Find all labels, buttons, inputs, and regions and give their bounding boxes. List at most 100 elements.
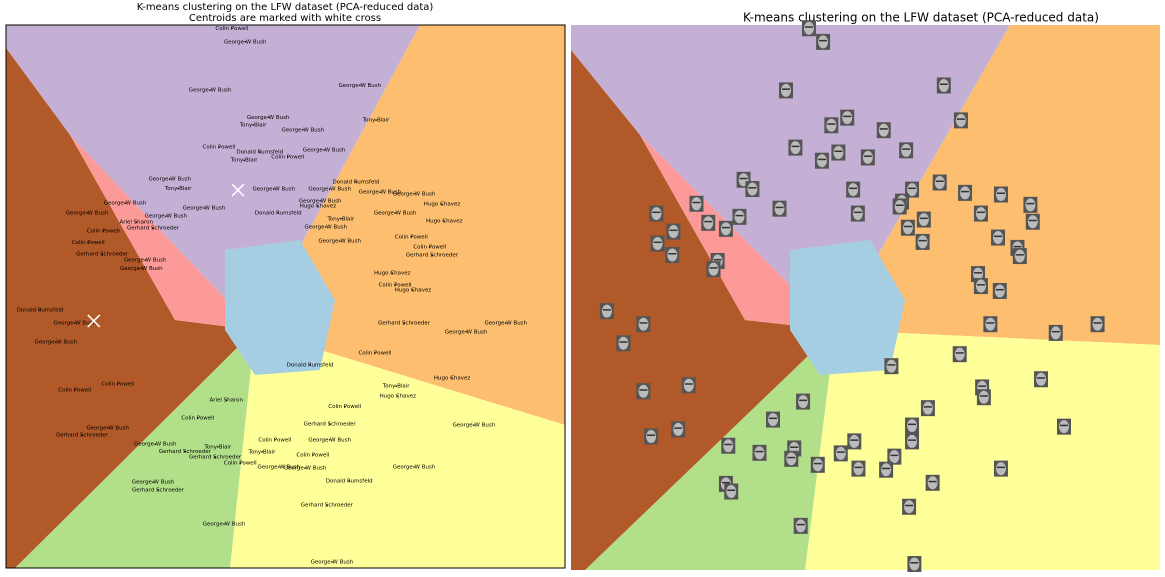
face-eyes	[935, 180, 944, 183]
face-shape	[720, 222, 731, 236]
face-eyes	[976, 211, 985, 214]
face-eyes	[849, 187, 858, 190]
face-shape	[960, 186, 971, 200]
face-eyes	[668, 252, 677, 255]
face-eyes	[727, 489, 736, 492]
face-eyes	[775, 206, 784, 209]
point	[243, 159, 245, 162]
point	[286, 156, 289, 158]
face	[840, 109, 855, 126]
point-label: George W Bush	[359, 190, 402, 196]
point-label: Hugo Chavez	[426, 219, 463, 225]
face-eyes	[692, 201, 701, 204]
point-label: George W Bush	[124, 258, 167, 264]
point	[328, 423, 331, 425]
face	[905, 433, 920, 450]
point	[331, 561, 333, 563]
face-eyes	[978, 385, 987, 387]
point-label: Donald Rumsfeld	[255, 210, 302, 216]
point-label: Colin Powell	[358, 350, 391, 356]
face	[1025, 213, 1040, 230]
point-label: George W Bush	[393, 465, 436, 471]
face-eyes	[1013, 245, 1022, 248]
face	[752, 444, 767, 461]
point	[319, 200, 321, 202]
point-label: Colin Powell	[215, 26, 248, 32]
point	[328, 188, 331, 190]
face	[887, 448, 902, 465]
point-label: Gerhard Schroeder	[189, 455, 242, 461]
face-eyes	[684, 383, 693, 385]
face-eyes	[639, 389, 648, 391]
face-eyes	[724, 443, 733, 446]
point	[154, 443, 157, 445]
point-label: Gerhard Schroeder	[378, 321, 431, 327]
point	[312, 454, 314, 456]
point-label: George W Bush	[66, 210, 109, 216]
point	[223, 523, 225, 525]
point	[184, 450, 186, 453]
point-label: Colin Powell	[181, 416, 214, 422]
point	[87, 241, 89, 244]
face-shape	[803, 21, 814, 35]
face-shape	[849, 434, 860, 448]
point	[209, 89, 211, 91]
point	[451, 377, 453, 379]
face-eyes	[639, 322, 648, 324]
chart-title: K-means clustering on the LFW dataset (P…	[137, 2, 434, 13]
face-shape	[955, 113, 966, 127]
face	[1056, 418, 1071, 435]
face-shape	[1027, 215, 1038, 229]
face-shape	[723, 439, 734, 453]
face-eyes	[1026, 202, 1035, 205]
point	[324, 226, 327, 228]
face	[671, 421, 686, 438]
face	[801, 20, 816, 37]
point	[394, 212, 396, 214]
point-label: George W Bush	[104, 201, 147, 207]
face-eyes	[704, 220, 713, 223]
face-shape	[1050, 326, 1061, 340]
point-label: George W Bush	[224, 39, 267, 45]
face-eyes	[1093, 322, 1102, 324]
point	[397, 395, 399, 397]
face-shape	[994, 284, 1005, 298]
face-shape	[978, 390, 989, 404]
point	[39, 309, 41, 311]
region	[6, 48, 255, 568]
point	[135, 221, 138, 223]
face-shape	[798, 395, 809, 409]
face	[900, 219, 915, 236]
point-label: Colin Powell	[395, 234, 428, 240]
face	[992, 282, 1007, 299]
face-shape	[747, 182, 758, 196]
point-label: Colin Powell	[379, 283, 412, 289]
point	[355, 181, 357, 183]
face	[732, 208, 747, 225]
face-eyes	[908, 423, 917, 426]
point	[328, 439, 331, 441]
face-eyes	[735, 214, 744, 217]
point	[374, 352, 376, 354]
point-label: Tony Blair	[326, 216, 354, 222]
region	[571, 50, 835, 570]
centroid-stroke	[87, 314, 101, 328]
face-eyes	[619, 341, 628, 343]
point-label: Gerhard Schroeder	[56, 432, 109, 438]
face-shape	[1092, 317, 1103, 331]
point-label: Colin Powell	[87, 228, 120, 234]
point	[101, 253, 103, 255]
point-label: George W Bush	[445, 329, 488, 335]
face	[1023, 196, 1038, 213]
face-eyes	[827, 123, 836, 125]
face	[847, 433, 862, 450]
point-label: Tony Blair	[230, 158, 258, 164]
point	[124, 202, 126, 204]
face	[816, 33, 831, 50]
point-label: Colin Powell	[203, 145, 236, 151]
point	[277, 466, 280, 468]
point	[413, 193, 415, 195]
point	[379, 191, 381, 194]
right-faces	[599, 20, 1105, 573]
face-eyes	[919, 217, 928, 220]
